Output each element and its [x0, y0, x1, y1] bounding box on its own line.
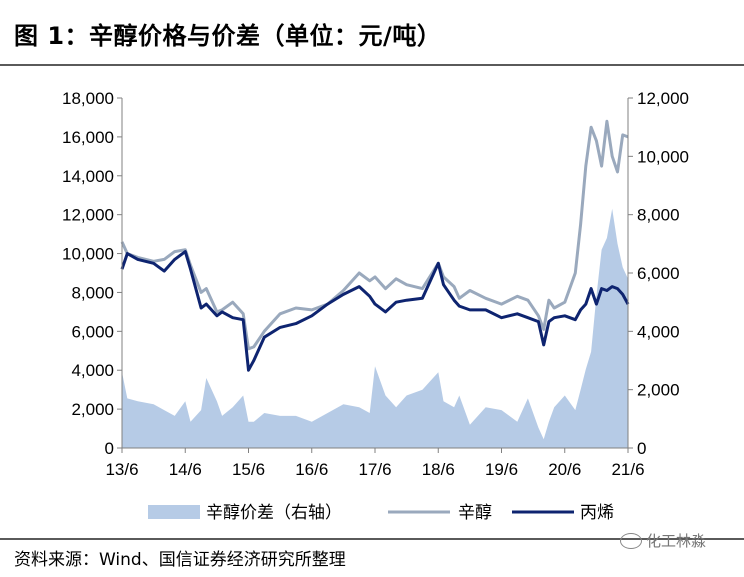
- right-tick-label: 10,000: [637, 147, 689, 166]
- left-tick-label: 14,000: [62, 167, 114, 186]
- right-tick-label: 6,000: [637, 264, 680, 283]
- x-tick-label: 15/6: [232, 460, 265, 479]
- left-tick-label: 10,000: [62, 245, 114, 264]
- series-line-octanol: [120, 119, 629, 351]
- source-note: 资料来源：Wind、国信证券经济研究所整理: [14, 550, 346, 570]
- chart: 0 2,000 4,000 6,000 8,000 10,000 12,000 14,000 1…: [62, 89, 689, 522]
- left-tick-label: 8,000: [71, 283, 114, 302]
- legend-item-spread-swatch: [148, 505, 200, 519]
- left-tick-label: 0: [105, 439, 114, 458]
- figure-title: 图 1：辛醇价格与价差（单位：元/吨）: [14, 22, 442, 50]
- legend-item-propylene-label: 丙烯: [580, 503, 614, 522]
- x-tick-label: 16/6: [295, 460, 328, 479]
- left-tick-label: 2,000: [71, 400, 114, 419]
- footer-divider: [0, 538, 744, 540]
- wechat-icon: [620, 532, 642, 549]
- x-tick-label: 17/6: [358, 460, 391, 479]
- watermark: 化工林淼: [620, 530, 706, 551]
- right-tick-label: 8,000: [637, 206, 680, 225]
- right-tick-label: 0: [637, 439, 646, 458]
- x-tick-label: 18/6: [422, 460, 455, 479]
- legend: 辛醇价差（右轴） 辛醇 丙烯: [148, 503, 614, 522]
- right-tick-label: 4,000: [637, 322, 680, 341]
- legend-item-octanol-label: 辛醇: [458, 503, 492, 522]
- title-bar: 图 1：辛醇价格与价差（单位：元/吨）: [0, 0, 744, 66]
- series-line-propylene: [120, 250, 630, 372]
- x-tick-label: 13/6: [105, 460, 138, 479]
- left-tick-label: 4,000: [71, 361, 114, 380]
- x-tick-label: 19/6: [485, 460, 518, 479]
- x-tick-label: 21/6: [611, 460, 644, 479]
- x-tick-label: 20/6: [548, 460, 581, 479]
- legend-item-spread-label: 辛醇价差（右轴）: [206, 503, 342, 522]
- x-tick-label: 14/6: [169, 460, 202, 479]
- plot-area: [120, 119, 630, 448]
- watermark-text: 化工林淼: [646, 532, 707, 550]
- right-tick-label: 12,000: [637, 89, 689, 108]
- series-area-spread: [122, 208, 628, 448]
- left-tick-label: 18,000: [62, 89, 114, 108]
- right-tick-label: 2,000: [637, 381, 680, 400]
- left-tick-label: 6,000: [71, 322, 114, 341]
- axes: 0 2,000 4,000 6,000 8,000 10,000 12,000 14,000 1…: [62, 89, 689, 479]
- left-tick-label: 12,000: [62, 206, 114, 225]
- left-tick-label: 16,000: [62, 128, 114, 147]
